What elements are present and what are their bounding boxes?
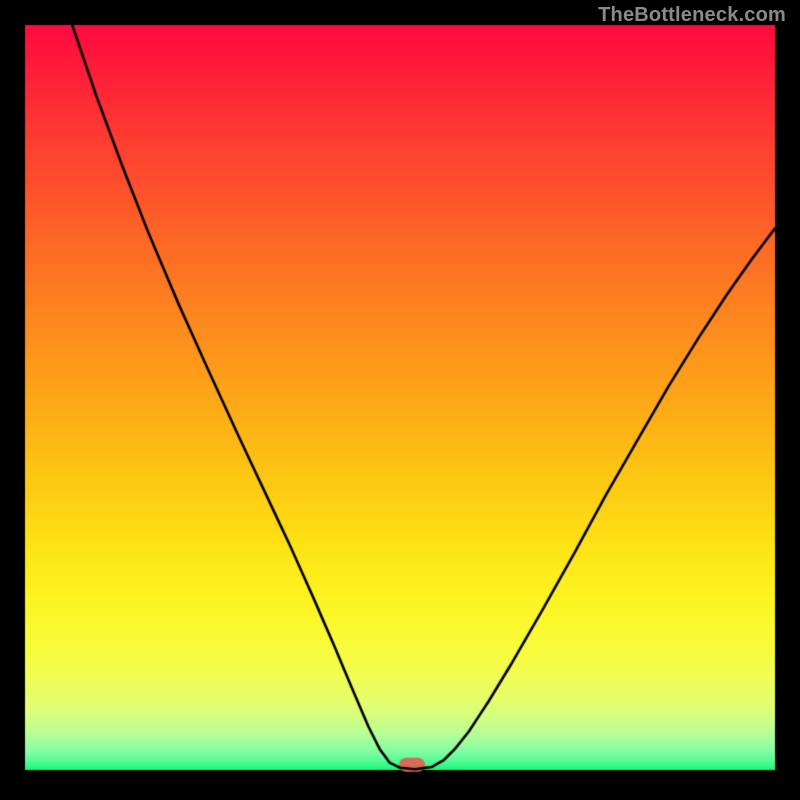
bottleneck-chart: [0, 0, 800, 800]
